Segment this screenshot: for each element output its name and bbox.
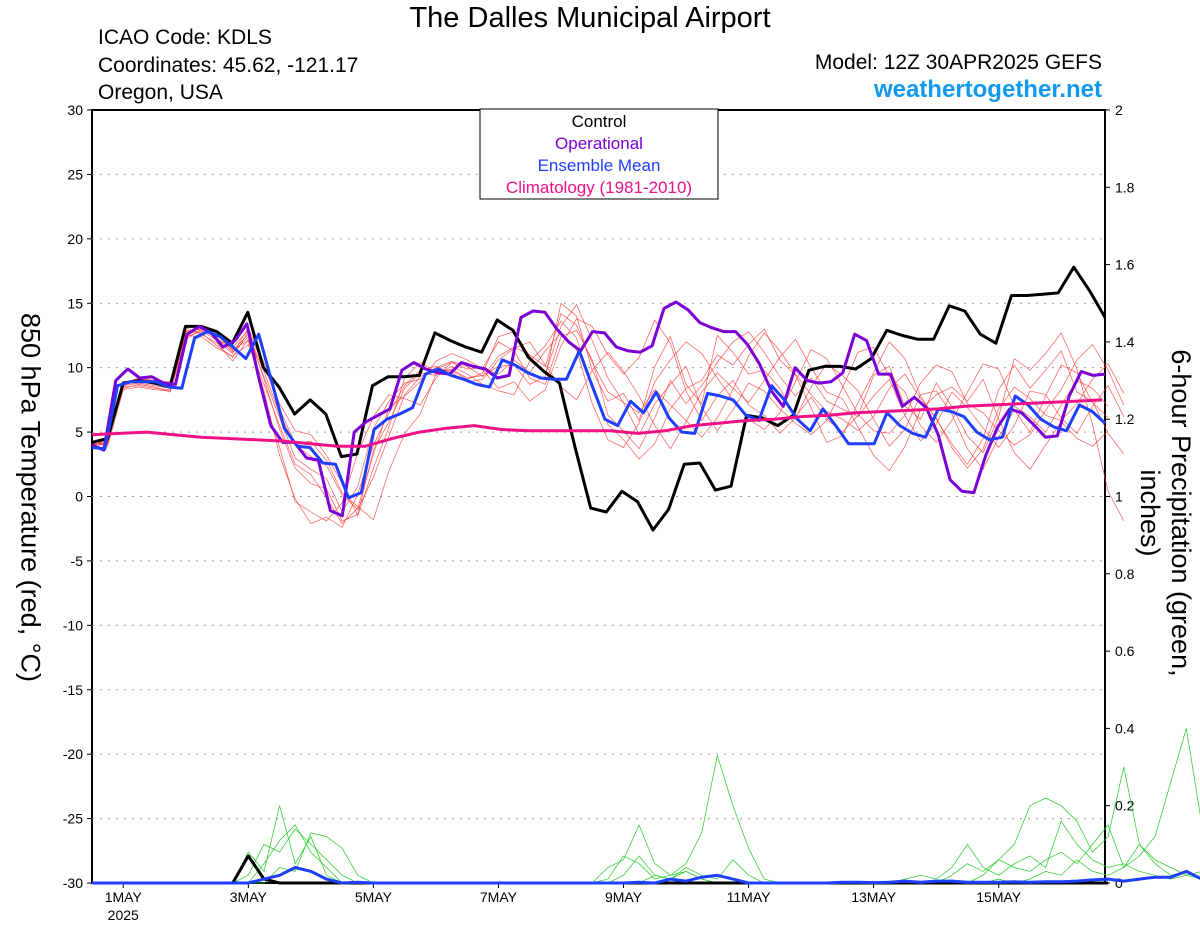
y-tick-label: 5 — [75, 424, 83, 440]
model-run: Model: 12Z 30APR2025 GEFS — [814, 51, 1102, 74]
x-tick-label: 9MAY — [605, 889, 643, 905]
series-line-operational-temp — [91, 300, 1106, 518]
legend-box — [479, 108, 719, 200]
chart-title: The Dalles Municipal Airport — [409, 2, 771, 34]
temp-member-line — [91, 318, 1109, 522]
y-tick-label: 15 — [67, 295, 83, 311]
y2-tick-label: 1 — [1115, 489, 1123, 505]
y2-tick-label: 2 — [1115, 102, 1123, 118]
y-tick-label: -15 — [63, 682, 83, 698]
y-tick-label: 10 — [67, 360, 83, 376]
precip-member-line — [92, 728, 1200, 884]
y2-tick-label: 0.4 — [1115, 720, 1135, 736]
y-tick-label: -30 — [63, 875, 83, 891]
y-tick-label: 25 — [67, 166, 83, 182]
y2-tick-label: 1.4 — [1115, 334, 1135, 350]
temp-member-line — [91, 328, 1125, 513]
x-tick-label: 13MAY — [851, 889, 897, 905]
y2-tick-label: 1.8 — [1115, 179, 1135, 195]
y-tick-label: 0 — [75, 489, 83, 505]
y2-tick-label: 0 — [1115, 875, 1123, 891]
legend-entry: Control — [572, 112, 627, 131]
y2-tick-label: 0.2 — [1115, 798, 1135, 814]
y2-tick-label: 1.6 — [1115, 257, 1135, 273]
temp-member-line — [91, 320, 1125, 522]
precip-member-line — [92, 832, 1200, 884]
y-tick-label: -20 — [63, 746, 83, 762]
x-tick-label: 11MAY — [727, 889, 771, 905]
series-line-control-temp — [91, 265, 1107, 532]
y-tick-label: 30 — [67, 102, 83, 118]
region: Oregon, USA — [98, 81, 223, 104]
y2-tick-label: 1.2 — [1115, 411, 1135, 427]
y2-tick-label: 0.8 — [1115, 566, 1135, 582]
precip-member-line — [92, 766, 1200, 884]
y2-tick-label: 0.6 — [1115, 643, 1135, 659]
legend-entry: Climatology (1981-2010) — [506, 178, 692, 197]
temp-member-line — [91, 332, 1125, 525]
series-line-ensemble-mean-precip — [92, 866, 1200, 885]
x-tick-label: 1MAY — [105, 889, 143, 905]
icao-code: ICAO Code: KDLS — [98, 26, 272, 49]
y-tick-label: 20 — [67, 231, 83, 247]
plot-frame — [91, 109, 1106, 884]
y-tick-label: -5 — [71, 553, 84, 569]
coordinates: Coordinates: 45.62, -121.17 — [98, 54, 359, 77]
precip-member-line — [92, 755, 1200, 884]
temp-member-line — [91, 313, 1125, 510]
series-line-ensemble-mean-temp — [91, 330, 1107, 500]
y-tick-label: -25 — [63, 811, 83, 827]
x-tick-label: 7MAY — [480, 889, 518, 905]
series-line-climatology-temp — [91, 398, 1102, 448]
series-line-control-precip — [92, 854, 1109, 885]
legend-entry: Operational — [555, 134, 643, 153]
site-link[interactable]: weathertogether.net — [873, 76, 1102, 103]
x-tick-sublabel: 2025 — [108, 907, 139, 923]
legend-entry: Ensemble Mean — [538, 156, 661, 175]
y-tick-label: -10 — [63, 617, 83, 633]
x-tick-label: 3MAY — [230, 889, 268, 905]
x-tick-label: 15MAY — [976, 889, 1022, 905]
x-tick-label: 5MAY — [355, 889, 393, 905]
